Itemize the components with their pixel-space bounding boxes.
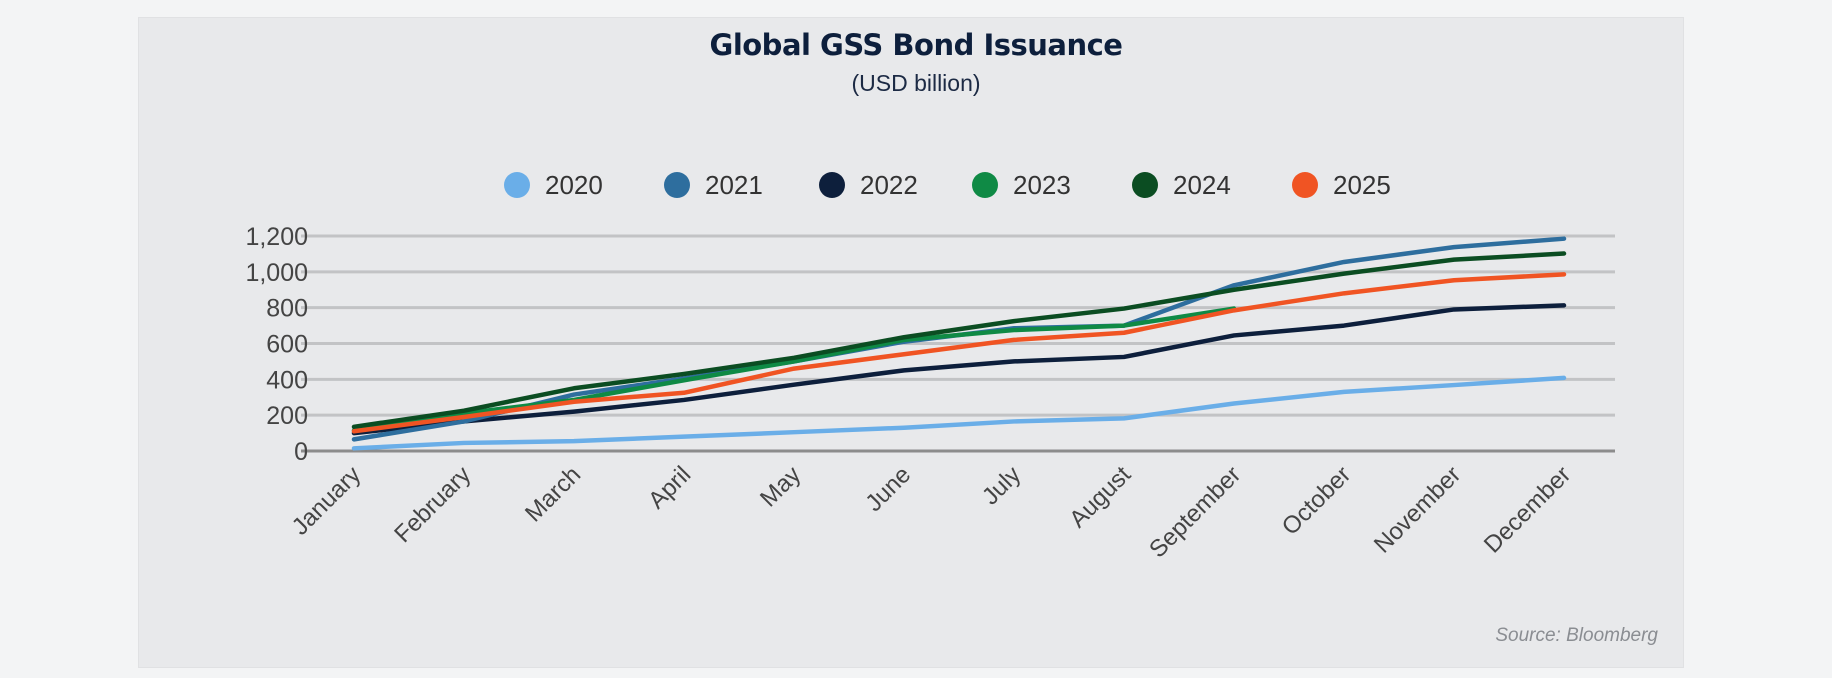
x-tick-label: July xyxy=(977,461,1026,510)
legend-label-2020: 2020 xyxy=(545,170,603,200)
x-tick-label: November xyxy=(1369,461,1466,558)
legend-marker-2025 xyxy=(1292,172,1318,198)
y-tick-label: 200 xyxy=(266,402,308,430)
series-line-2023 xyxy=(351,306,1237,433)
y-tick-label: 800 xyxy=(266,295,308,323)
legend-marker-2020 xyxy=(504,172,530,198)
series-line-2020 xyxy=(351,375,1567,451)
x-tick-label: April xyxy=(643,461,696,514)
y-tick-label: 600 xyxy=(266,331,308,359)
legend-label-2024: 2024 xyxy=(1173,170,1231,200)
x-tick-label: October xyxy=(1277,461,1356,540)
y-tick-label: 1,200 xyxy=(245,223,308,251)
x-tick-label: December xyxy=(1479,461,1576,558)
legend-label-2021: 2021 xyxy=(705,170,763,200)
x-tick-label: August xyxy=(1064,461,1136,533)
legend-marker-2024 xyxy=(1132,172,1158,198)
x-tick-label: January xyxy=(287,461,366,540)
legend-label-2022: 2022 xyxy=(860,170,918,200)
chart-subtitle: (USD billion) xyxy=(851,70,981,96)
legend-marker-2021 xyxy=(664,172,690,198)
x-tick-label: February xyxy=(389,461,476,548)
series-line-2022 xyxy=(351,303,1567,436)
x-tick-label: June xyxy=(860,461,916,517)
legend-label-2023: 2023 xyxy=(1013,170,1071,200)
series-line-2025 xyxy=(351,272,1567,434)
y-tick-label: 1,000 xyxy=(245,259,308,287)
x-tick-label: May xyxy=(755,461,806,512)
x-tick-label: September xyxy=(1144,461,1246,563)
x-tick-label: March xyxy=(520,461,586,527)
y-tick-label: 400 xyxy=(266,366,308,394)
y-tick-label: 0 xyxy=(294,438,308,466)
chart-title: Global GSS Bond Issuance xyxy=(709,28,1123,62)
legend-label-2025: 2025 xyxy=(1333,170,1391,200)
legend-marker-2023 xyxy=(972,172,998,198)
legend-marker-2022 xyxy=(819,172,845,198)
source-note: Source: Bloomberg xyxy=(1495,625,1658,646)
series-line-2024 xyxy=(351,251,1567,430)
